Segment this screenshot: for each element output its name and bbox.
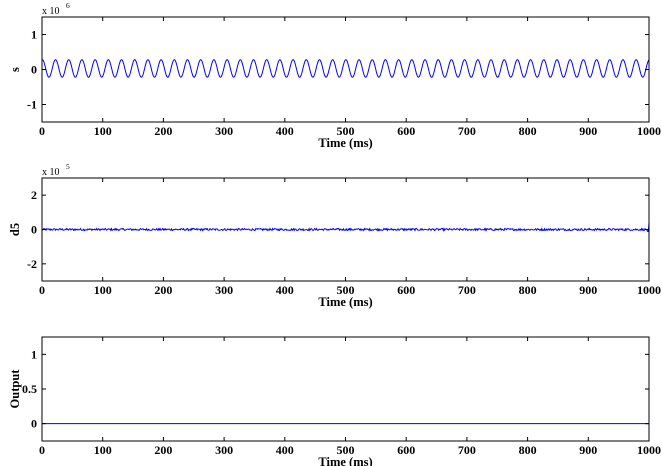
x-tick-label: 800 xyxy=(519,283,537,297)
x-tick-label: 300 xyxy=(215,443,233,457)
series-line xyxy=(42,59,649,78)
axes-box xyxy=(41,16,650,123)
x-tick-label: 700 xyxy=(458,124,476,138)
x-tick-label: 700 xyxy=(458,283,476,297)
series-line xyxy=(42,222,649,233)
x-axis-label: Time (ms) xyxy=(318,455,372,466)
x-tick-label: 900 xyxy=(579,124,597,138)
x-tick-label: 100 xyxy=(94,443,112,457)
x-tick-label: 1000 xyxy=(637,283,661,297)
x-tick-label: 200 xyxy=(154,283,172,297)
x-tick-label: 500 xyxy=(337,283,355,297)
x-tick-label: 100 xyxy=(94,283,112,297)
y-tick-label: 1 xyxy=(31,28,37,42)
y-axis-label: Output xyxy=(8,369,22,409)
y-tick-label: 0 xyxy=(31,223,37,237)
x-tick-label: 400 xyxy=(276,443,294,457)
x-tick-label: 0 xyxy=(39,443,45,457)
y-axis-label: d5 xyxy=(8,223,22,236)
y-tick-label: 2 xyxy=(31,188,37,202)
x-tick-label: 600 xyxy=(397,283,415,297)
x-tick-label: 0 xyxy=(39,124,45,138)
x-tick-label: 500 xyxy=(337,124,355,138)
y-tick-label: 0 xyxy=(31,417,37,431)
x-tick-label: 700 xyxy=(458,443,476,457)
x-tick-label: 800 xyxy=(519,443,537,457)
y-scale-exponent: 5 xyxy=(66,162,70,171)
y-scale-exponent: 6 xyxy=(66,1,70,10)
y-axis-label: s xyxy=(8,67,22,72)
x-tick-label: 300 xyxy=(215,283,233,297)
x-tick-label: 600 xyxy=(397,124,415,138)
x-tick-label: 800 xyxy=(519,124,537,138)
y-tick-label: 0 xyxy=(31,63,37,77)
x-tick-label: 0 xyxy=(39,283,45,297)
x-tick-label: 400 xyxy=(276,283,294,297)
y-scale-multiplier: x 10 xyxy=(42,6,60,17)
y-tick-label: -2 xyxy=(27,257,37,271)
x-tick-label: 100 xyxy=(94,124,112,138)
x-axis-label: Time (ms) xyxy=(318,295,372,309)
x-tick-label: 600 xyxy=(397,443,415,457)
x-axis-label: Time (ms) xyxy=(318,136,372,150)
chart-panel-3: 0 100 200 300 400 500 600 700 800 900 1000 0 0.5 1 Tim… xyxy=(8,336,661,466)
y-tick-label: -1 xyxy=(27,98,37,112)
x-tick-label: 900 xyxy=(579,443,597,457)
axes-box xyxy=(41,336,650,442)
x-tick-label: 1000 xyxy=(637,443,661,457)
y-tick-label: 1 xyxy=(31,347,37,361)
x-tick-label: 500 xyxy=(337,443,355,457)
x-tick-label: 900 xyxy=(579,283,597,297)
x-tick-label: 1000 xyxy=(637,124,661,138)
x-tick-label: 300 xyxy=(215,124,233,138)
x-tick-label: 200 xyxy=(154,124,172,138)
x-tick-label: 200 xyxy=(154,443,172,457)
y-scale-multiplier: x 10 xyxy=(42,167,60,178)
y-tick-label: 0.5 xyxy=(22,382,37,396)
x-tick-label: 400 xyxy=(276,124,294,138)
